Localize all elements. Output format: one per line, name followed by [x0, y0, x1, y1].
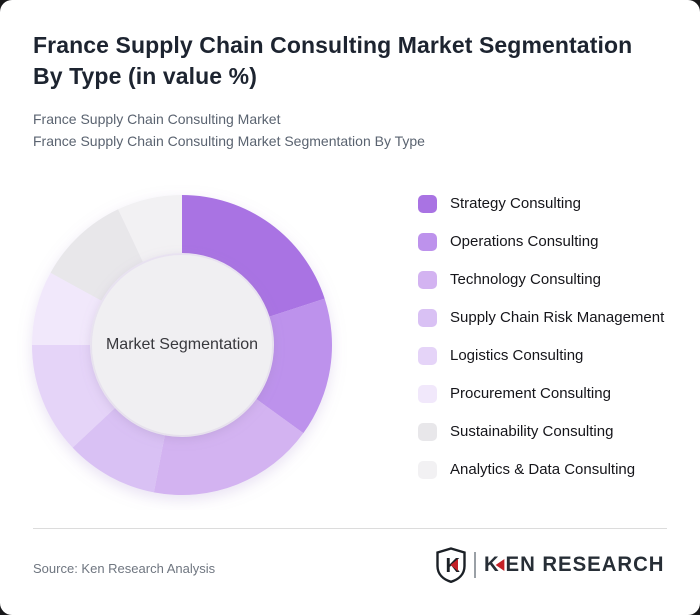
logo-shield-triangle — [450, 559, 458, 571]
legend-swatch — [418, 422, 437, 441]
legend-label: Operations Consulting — [450, 233, 599, 250]
legend-swatch — [418, 270, 437, 289]
legend-item-logistics-consulting: Logistics Consulting — [418, 346, 664, 365]
donut-segment-analytics-data-consulting — [118, 195, 182, 262]
legend-label: Sustainability Consulting — [450, 423, 614, 440]
legend-swatch — [418, 194, 437, 213]
logo-separator — [473, 552, 476, 578]
logo-letter-k: K — [483, 553, 500, 576]
chart-legend: Strategy Consulting Operations Consulting… — [418, 194, 664, 479]
donut-segment-operations-consulting — [256, 298, 333, 434]
legend-swatch — [418, 384, 437, 403]
donut-chart: Market Segmentation — [17, 180, 347, 510]
donut-segment-procurement-consulting — [32, 272, 102, 345]
footer-divider — [33, 528, 667, 529]
donut-segment-strategy-consulting — [182, 195, 325, 317]
legend-item-sustainability-consulting: Sustainability Consulting — [418, 422, 664, 441]
legend-item-analytics-data-consulting: Analytics & Data Consulting — [418, 460, 664, 479]
legend-swatch — [418, 308, 437, 327]
legend-item-supply-chain-risk-management: Supply Chain Risk Management — [418, 308, 664, 327]
legend-label: Supply Chain Risk Management — [450, 309, 665, 326]
legend-label: Logistics Consulting — [450, 347, 584, 364]
legend-item-operations-consulting: Operations Consulting — [418, 232, 664, 251]
logo-shield-icon: K — [436, 547, 466, 583]
donut-segment-supply-chain-risk-management — [72, 407, 165, 493]
legend-label: Procurement Consulting — [450, 385, 611, 402]
legend-item-procurement-consulting: Procurement Consulting — [418, 384, 664, 403]
source-text: Source: Ken Research Analysis — [33, 561, 216, 576]
donut-center-label: Market Segmentation — [105, 336, 259, 353]
logo-red-triangle-icon — [495, 559, 505, 571]
ken-research-logo: K KEN RESEARCH — [436, 546, 670, 584]
legend-item-technology-consulting: Technology Consulting — [418, 270, 664, 289]
legend-swatch — [418, 346, 437, 365]
legend-item-strategy-consulting: Strategy Consulting — [418, 194, 664, 213]
legend-label: Analytics & Data Consulting — [450, 461, 636, 478]
donut-segment-logistics-consulting — [32, 345, 115, 448]
subtitle-line-2: France Supply Chain Consulting Market Se… — [33, 133, 425, 149]
logo-text-rest: EN RESEARCH — [505, 553, 665, 576]
legend-label: Strategy Consulting — [450, 195, 581, 212]
donut-segment-technology-consulting — [153, 399, 304, 495]
legend-swatch — [418, 460, 437, 479]
subtitle-line-1: France Supply Chain Consulting Market — [33, 111, 281, 127]
donut-segment-sustainability-consulting — [50, 209, 143, 301]
legend-label: Technology Consulting — [450, 271, 601, 288]
page-title: France Supply Chain Consulting Market Se… — [33, 32, 633, 89]
donut-center-circle — [92, 255, 272, 435]
legend-swatch — [418, 232, 437, 251]
logo-wordmark: K EN RESEARCH — [484, 553, 664, 577]
donut-svg — [32, 195, 333, 495]
